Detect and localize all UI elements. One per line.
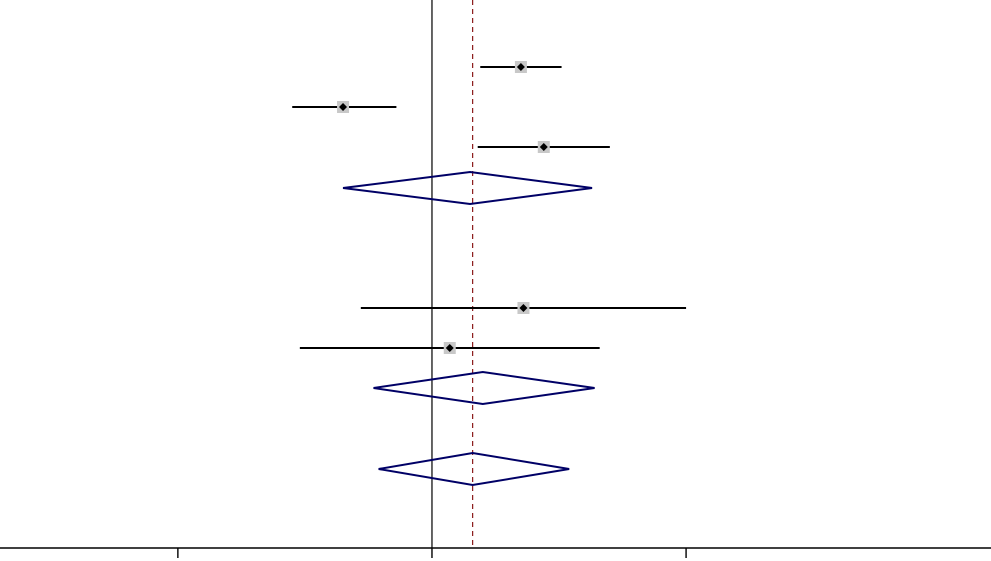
- study-row: [480, 61, 562, 73]
- study-point-marker: [519, 304, 528, 312]
- study-row: [477, 141, 610, 153]
- study-row: [360, 302, 687, 314]
- study-group: [292, 61, 687, 354]
- pooled-group: [342, 170, 595, 487]
- study-point-marker: [539, 143, 548, 151]
- pooled-diamond: [342, 170, 593, 206]
- pooled-diamond: [373, 370, 595, 406]
- study-point-marker: [339, 103, 348, 111]
- study-row: [299, 342, 600, 354]
- pooled-diamond: [378, 451, 570, 487]
- study-row: [292, 101, 397, 113]
- study-point-marker: [516, 63, 525, 71]
- x-axis: [0, 547, 991, 558]
- study-point-marker: [445, 344, 454, 352]
